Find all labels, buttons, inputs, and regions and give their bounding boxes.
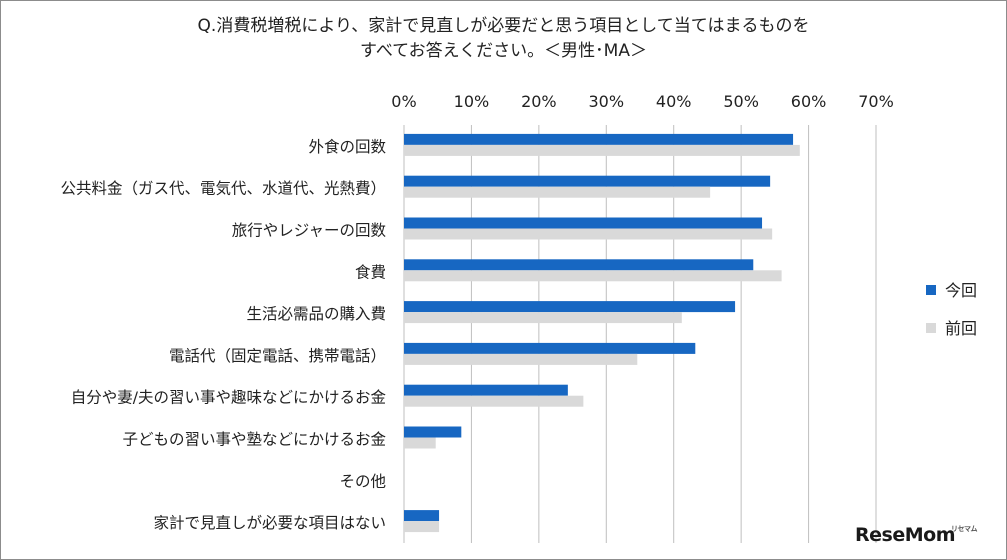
bar-previous <box>404 437 436 449</box>
category-label: 旅行やレジャーの回数 <box>232 222 387 240</box>
category-label: その他 <box>339 472 386 490</box>
category-label: 自分や妻/夫の習い事や趣味などにかけるお金 <box>71 389 387 407</box>
bar-current <box>404 259 754 271</box>
x-tick-label: 0% <box>391 92 416 111</box>
category-label: 電話代（固定電話、携帯電話） <box>169 347 386 365</box>
bar-current <box>404 175 771 187</box>
resemom-logo: ReseMomリセマム <box>855 524 977 546</box>
bar-current <box>404 342 696 354</box>
category-label: 公共料金（ガス代、電気代、水道代、光熱費） <box>60 180 386 198</box>
x-tick-label: 20% <box>521 92 557 111</box>
category-label: 子どもの習い事や塾などにかけるお金 <box>122 431 386 449</box>
x-tick-label: 40% <box>656 92 692 111</box>
bar-previous <box>404 186 711 198</box>
chart-title: Q.消費税増税により、家計で見直しが必要だと思う項目として当てはまるものを すべ… <box>0 14 1007 64</box>
bar-current <box>404 426 462 438</box>
bar-previous <box>404 228 773 240</box>
bar-current <box>404 301 736 313</box>
bar-current <box>404 510 440 522</box>
resemom-logo-text: ReseMom <box>855 524 955 546</box>
bar-previous <box>404 312 682 324</box>
bar-current <box>404 133 794 145</box>
category-label: 生活必需品の購入費 <box>246 305 386 323</box>
bar-current <box>404 217 763 229</box>
bar-previous <box>404 353 638 365</box>
x-tick-label: 70% <box>858 92 894 111</box>
x-tick-label: 60% <box>791 92 827 111</box>
legend-label: 今回 <box>945 281 977 300</box>
x-tick-label: 30% <box>589 92 625 111</box>
chart-title-line-1: Q.消費税増税により、家計で見直しが必要だと思う項目として当てはまるものを <box>197 16 810 36</box>
bar-previous <box>404 270 782 282</box>
category-label: 家計で見直しが必要な項目はない <box>153 514 386 532</box>
chart-title-line-2: すべてお答えください。＜男性･MA＞ <box>360 41 647 61</box>
x-tick-label: 50% <box>723 92 759 111</box>
legend-label: 前回 <box>945 319 977 338</box>
category-label: 外食の回数 <box>308 138 386 156</box>
bar-previous <box>404 521 440 533</box>
x-tick-label: 10% <box>454 92 490 111</box>
legend-swatch <box>926 323 936 333</box>
legend-swatch <box>926 285 936 295</box>
bar-current <box>404 384 568 396</box>
resemom-logo-mark: リセマム <box>951 525 978 533</box>
category-label: 食費 <box>355 263 386 281</box>
bar-previous <box>404 395 584 407</box>
bar-previous <box>404 144 800 156</box>
